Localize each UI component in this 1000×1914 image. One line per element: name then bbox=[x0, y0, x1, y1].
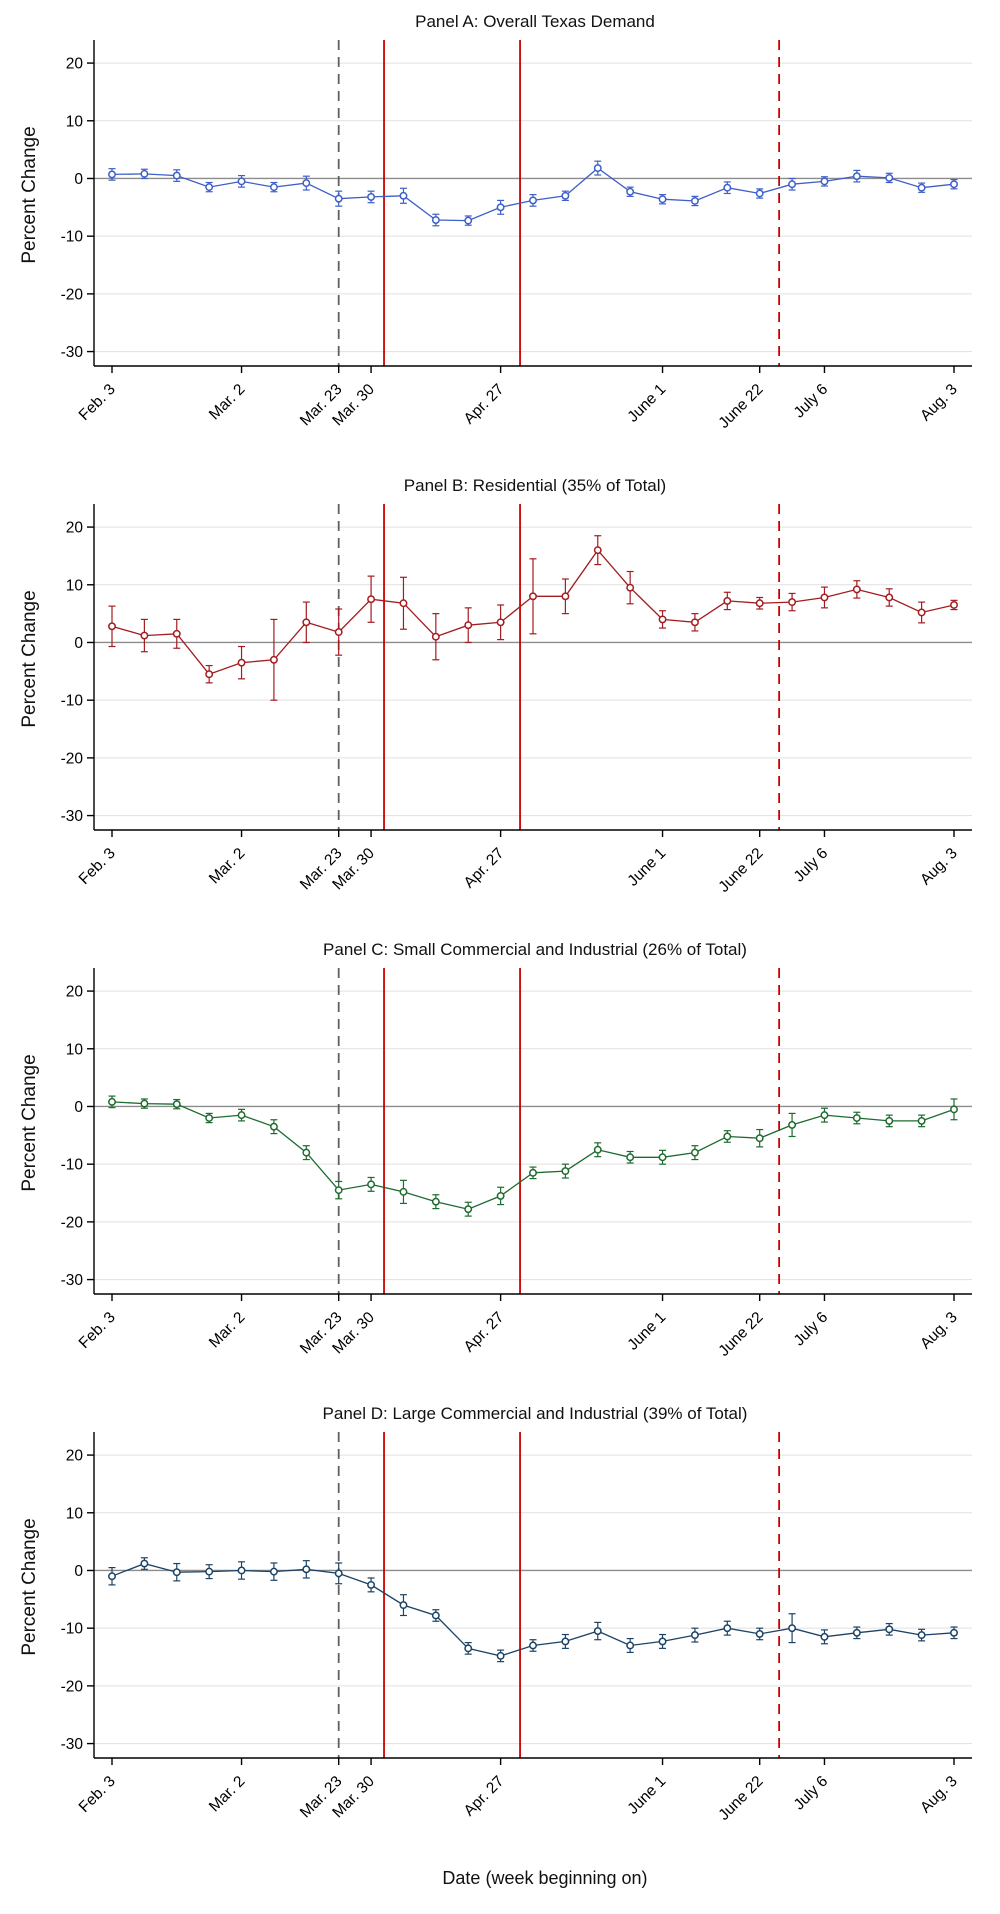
svg-text:-20: -20 bbox=[61, 286, 84, 303]
panel-c-yaxis-label: Percent Change bbox=[19, 1054, 40, 1192]
panel-d-yaxis-label: Percent Change bbox=[19, 1518, 40, 1656]
panel-b-body: Percent Change 20 10 0 -10 -20 -30 Feb. 3 Mar. … bbox=[0, 498, 1000, 938]
svg-text:Aug. 3: Aug. 3 bbox=[917, 845, 961, 889]
svg-text:June 22: June 22 bbox=[715, 381, 766, 432]
svg-text:-20: -20 bbox=[61, 750, 84, 767]
svg-text:10: 10 bbox=[66, 1041, 84, 1058]
svg-text:10: 10 bbox=[66, 1505, 84, 1522]
svg-text:Mar. 2: Mar. 2 bbox=[206, 381, 248, 423]
svg-text:0: 0 bbox=[74, 1099, 83, 1116]
panel-b-yaxis-label: Percent Change bbox=[19, 590, 40, 728]
svg-text:June 22: June 22 bbox=[715, 845, 766, 896]
svg-text:20: 20 bbox=[66, 984, 84, 1001]
svg-text:Aug. 3: Aug. 3 bbox=[917, 381, 961, 425]
panel-b-title: Panel B: Residential (35% of Total) bbox=[403, 476, 667, 495]
svg-text:20: 20 bbox=[66, 56, 84, 73]
svg-text:0: 0 bbox=[74, 635, 83, 652]
svg-text:-20: -20 bbox=[61, 1678, 84, 1695]
svg-text:June 1: June 1 bbox=[624, 1309, 669, 1354]
svg-text:Aug. 3: Aug. 3 bbox=[917, 1309, 961, 1353]
svg-text:July 6: July 6 bbox=[791, 1773, 832, 1814]
svg-text:Mar. 2: Mar. 2 bbox=[206, 1309, 248, 1351]
svg-text:June 1: June 1 bbox=[624, 845, 669, 890]
svg-text:10: 10 bbox=[66, 113, 84, 130]
svg-text:-30: -30 bbox=[61, 1736, 84, 1753]
svg-text:Apr. 27: Apr. 27 bbox=[461, 1773, 508, 1820]
svg-text:Feb. 3: Feb. 3 bbox=[76, 1309, 119, 1352]
svg-text:Feb. 3: Feb. 3 bbox=[76, 381, 119, 424]
panel-c-title: Panel C: Small Commercial and Industrial… bbox=[323, 940, 747, 959]
svg-text:Mar. 2: Mar. 2 bbox=[206, 1773, 248, 1815]
svg-text:June 22: June 22 bbox=[715, 1773, 766, 1824]
svg-text:June 22: June 22 bbox=[715, 1309, 766, 1360]
svg-text:Apr. 27: Apr. 27 bbox=[461, 381, 508, 428]
svg-text:-10: -10 bbox=[61, 229, 84, 246]
panel-a: Panel A: Overall Texas Demand Percent Ch… bbox=[0, 10, 1000, 474]
svg-text:June 1: June 1 bbox=[624, 381, 669, 426]
svg-text:-10: -10 bbox=[61, 1621, 84, 1638]
svg-text:20: 20 bbox=[66, 520, 84, 537]
svg-text:-10: -10 bbox=[61, 693, 84, 710]
svg-text:-30: -30 bbox=[61, 344, 84, 361]
svg-text:20: 20 bbox=[66, 1448, 84, 1465]
panel-a-title: Panel A: Overall Texas Demand bbox=[415, 12, 655, 31]
svg-text:Feb. 3: Feb. 3 bbox=[76, 1773, 119, 1816]
panel-c-body: Percent Change 20 10 0 -10 -20 -30 Feb. 3 Mar. … bbox=[0, 962, 1000, 1402]
svg-text:July 6: July 6 bbox=[791, 381, 832, 422]
svg-text:10: 10 bbox=[66, 577, 84, 594]
panel-a-yaxis-label: Percent Change bbox=[19, 126, 40, 264]
svg-text:-10: -10 bbox=[61, 1157, 84, 1174]
panel-d-title: Panel D: Large Commercial and Industrial… bbox=[322, 1404, 748, 1423]
panel-c: Panel C: Small Commercial and Industrial… bbox=[0, 938, 1000, 1402]
svg-text:June 1: June 1 bbox=[624, 1773, 669, 1818]
svg-text:0: 0 bbox=[74, 1563, 83, 1580]
svg-text:Apr. 27: Apr. 27 bbox=[461, 1309, 508, 1356]
panel-d-body: Percent Change 20 10 0 -10 -20 -30 Feb. 3 Mar. … bbox=[0, 1426, 1000, 1866]
svg-text:Apr. 27: Apr. 27 bbox=[461, 845, 508, 892]
panel-a-body: Percent Change 20 10 0 -10 -20 -30 Feb. 3 Mar. … bbox=[0, 34, 1000, 474]
svg-text:Mar. 2: Mar. 2 bbox=[206, 845, 248, 887]
svg-text:0: 0 bbox=[74, 171, 83, 188]
panel-d: Panel D: Large Commercial and Industrial… bbox=[0, 1402, 1000, 1866]
svg-text:-20: -20 bbox=[61, 1214, 84, 1231]
svg-text:-30: -30 bbox=[61, 1272, 84, 1289]
xaxis-label: Date (week beginning on) bbox=[442, 1868, 648, 1888]
svg-text:July 6: July 6 bbox=[791, 1309, 832, 1350]
svg-text:-30: -30 bbox=[61, 808, 84, 825]
svg-text:Aug. 3: Aug. 3 bbox=[917, 1773, 961, 1817]
svg-text:July 6: July 6 bbox=[791, 845, 832, 886]
svg-text:Feb. 3: Feb. 3 bbox=[76, 845, 119, 888]
panel-b: Panel B: Residential (35% of Total) Perc… bbox=[0, 474, 1000, 938]
